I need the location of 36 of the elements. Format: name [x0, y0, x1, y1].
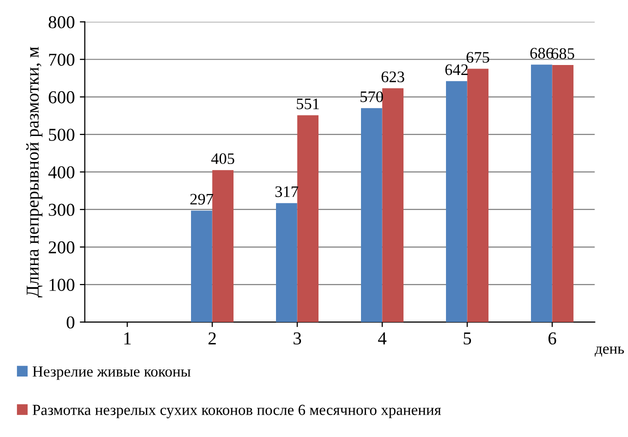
- y-tick-label: 800: [48, 16, 74, 28]
- y-tick-label: 300: [48, 204, 74, 216]
- legend-label: Размотка незрелых сухих коконов после 6 месячного хранения: [32, 404, 441, 418]
- x-tick-label: 6: [548, 332, 556, 344]
- bar: [446, 81, 468, 322]
- bar: [552, 65, 574, 322]
- x-tick-label: 5: [464, 332, 472, 344]
- y-axis-title: Длина непрерывной размотки, м: [26, 46, 42, 298]
- bar: [360, 108, 382, 322]
- data-label: 405: [211, 153, 234, 164]
- data-label: 551: [296, 98, 319, 110]
- y-tick-label: 700: [49, 54, 74, 66]
- data-label: 675: [466, 52, 490, 63]
- data-label: 685: [552, 48, 574, 59]
- legend-label: Незрелие живые коконы: [32, 366, 191, 380]
- x-axis-title: день: [594, 346, 624, 357]
- bar: [297, 115, 318, 322]
- x-tick-label: 3: [294, 332, 302, 344]
- bar: [530, 64, 552, 322]
- x-tick-label: 4: [378, 332, 386, 344]
- y-tick-label: 200: [48, 241, 74, 254]
- y-tick-label: 600: [48, 91, 74, 104]
- data-label: 623: [382, 72, 404, 82]
- x-tick-label: 2: [208, 332, 216, 344]
- data-label: 686: [530, 48, 554, 59]
- y-tick-label: 400: [48, 166, 74, 178]
- x-tick-label: 1: [124, 332, 131, 344]
- bar: [191, 210, 212, 322]
- bar: [212, 170, 234, 322]
- bar: [467, 68, 488, 322]
- bar: [382, 88, 404, 322]
- data-label: 642: [445, 64, 468, 76]
- y-tick-label: 0: [66, 316, 74, 329]
- y-tick-label: 500: [49, 128, 74, 141]
- bar: [276, 203, 298, 322]
- y-tick-label: 100: [50, 278, 74, 291]
